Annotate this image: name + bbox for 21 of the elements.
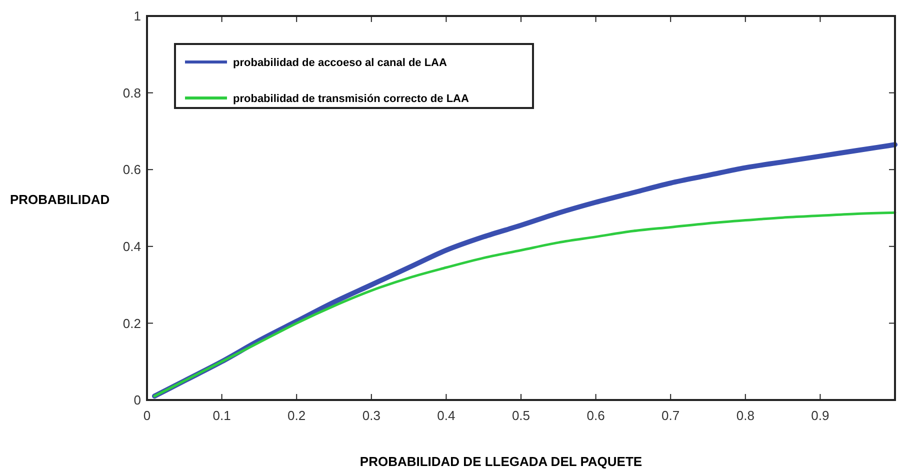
x-tick-label: 0.3 (362, 408, 380, 423)
x-tick-label: 0.8 (736, 408, 754, 423)
x-tick-label: 0.1 (212, 408, 231, 423)
y-tick-label: 1 (134, 8, 141, 24)
x-tick-label: 0.2 (288, 408, 306, 423)
x-tick-label: 0.7 (662, 408, 680, 423)
y-tick-label: 0.6 (122, 162, 141, 178)
y-tick-label: 0 (134, 392, 141, 408)
y-tick-label: 0.2 (122, 316, 141, 331)
x-tick-label: 0.4 (437, 408, 456, 423)
y-tick-label: 0.4 (122, 238, 141, 254)
x-tick-label: 0 (143, 408, 151, 423)
x-tick-label: 0.5 (512, 408, 530, 423)
legend-label: probabilidad de transmisión correcto de LAA (233, 92, 469, 105)
legend-label: probabilidad de accoeso al canal de LAA (233, 56, 448, 69)
x-axis-title: PROBABILIDAD DE LLEGADA DEL PAQUETE (360, 454, 642, 469)
y-axis-title: PROBABILIDAD (10, 192, 110, 207)
x-tick-label: 0.6 (586, 408, 605, 423)
x-tick-label: 0.9 (811, 408, 830, 423)
line-series (153, 211, 896, 398)
y-tick-label: 0.8 (122, 85, 141, 100)
